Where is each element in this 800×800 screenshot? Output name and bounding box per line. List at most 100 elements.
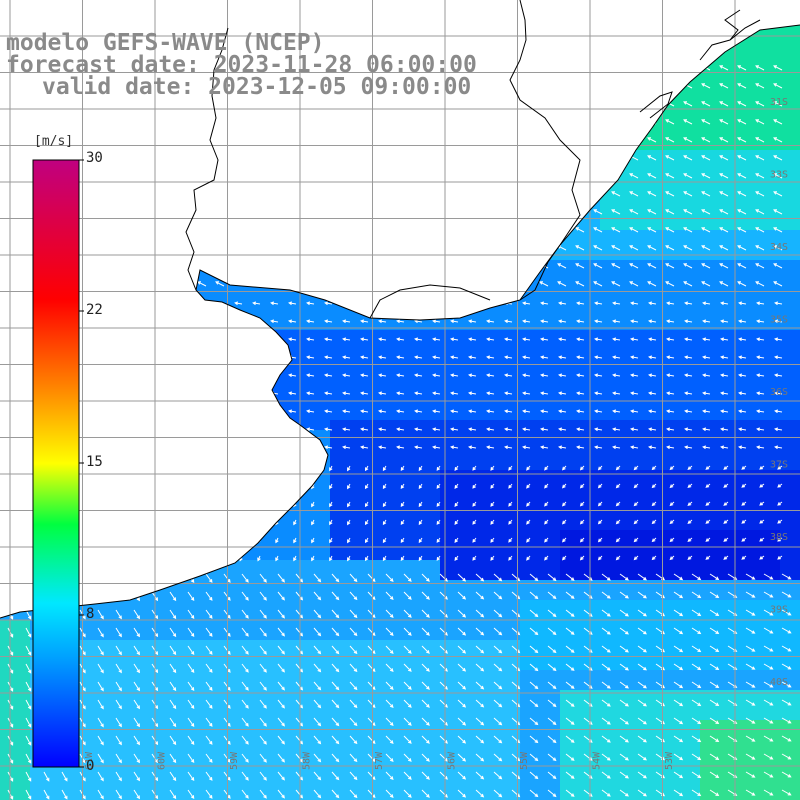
wind-arrow [557, 263, 567, 269]
wind-arrow [781, 609, 792, 616]
wind-arrow [763, 699, 774, 706]
wind-arrow [450, 355, 459, 360]
wind-arrow [493, 735, 503, 744]
wind-arrow [359, 209, 369, 215]
wind-arrow [547, 699, 557, 708]
wind-arrow [179, 191, 189, 197]
wind-arrow [755, 83, 765, 89]
wind-arrow [629, 263, 639, 269]
wind-arrow [90, 319, 99, 324]
wind-arrow [503, 209, 513, 215]
wind-arrow [539, 155, 549, 161]
wind-arrow [377, 227, 387, 233]
wind-arrow [269, 263, 279, 269]
wind-arrow [324, 337, 333, 342]
wind-arrow [450, 409, 459, 414]
wind-arrow [108, 445, 117, 450]
wind-arrow [349, 591, 358, 601]
wind-arrow [576, 427, 585, 432]
wind-arrow [575, 263, 585, 269]
wind-arrow [347, 537, 351, 544]
wind-arrow [647, 245, 657, 251]
wind-arrow [331, 591, 340, 601]
lat-label: 36S [770, 387, 788, 398]
wind-arrow [777, 519, 783, 524]
wind-arrow [257, 465, 261, 472]
wind-arrow [647, 191, 657, 197]
wind-arrow [364, 501, 369, 508]
wind-arrow [619, 717, 629, 725]
wind-arrow [633, 501, 639, 507]
wind-arrow [185, 537, 189, 544]
wind-arrow [180, 355, 189, 360]
wind-arrow [719, 155, 729, 161]
wind-arrow [113, 501, 118, 508]
wind-arrow [547, 789, 557, 798]
wind-arrow [161, 155, 171, 161]
wind-arrow [161, 173, 171, 179]
wind-arrow [565, 645, 575, 653]
wind-arrow [385, 699, 394, 708]
wind-arrow [503, 119, 513, 125]
wind-arrow [612, 427, 621, 432]
wind-arrow [701, 155, 711, 161]
wind-arrow [557, 227, 567, 233]
wind-arrow [313, 663, 322, 673]
wind-arrow [252, 319, 261, 324]
wind-arrow [777, 537, 783, 542]
wind-arrow [90, 427, 99, 432]
wind-arrow [493, 645, 503, 654]
wind-arrow [395, 245, 405, 251]
wind-arrow [719, 245, 729, 251]
wind-arrow [421, 591, 430, 600]
wind-arrow [526, 537, 531, 543]
wind-arrow [269, 245, 279, 251]
wind-arrow [475, 735, 485, 744]
wind-arrow [629, 83, 639, 89]
wind-arrow [633, 483, 639, 489]
wind-arrow [143, 281, 153, 287]
wind-arrow [378, 391, 387, 396]
wind-arrow [705, 465, 711, 470]
wind-arrow [547, 591, 557, 600]
wind-arrow [331, 573, 340, 583]
wind-arrow [215, 263, 225, 269]
wind-arrow [432, 301, 441, 306]
wind-arrow [720, 391, 729, 396]
wind-arrow [504, 355, 513, 360]
wind-arrow [71, 137, 81, 143]
wind-arrow [759, 555, 765, 560]
wind-arrow [149, 501, 154, 508]
wind-arrow [359, 227, 369, 233]
wind-arrow [637, 573, 647, 581]
wind-arrow [143, 209, 153, 215]
wind-arrow [557, 155, 567, 161]
wind-arrow [143, 101, 153, 107]
wind-arrow [745, 663, 756, 670]
wind-arrow [565, 789, 575, 797]
wind-arrow [774, 319, 783, 324]
wind-arrow [493, 681, 503, 690]
colorbar-tick-8: 8 [86, 606, 95, 622]
wind-arrow [648, 301, 657, 306]
wind-arrow [508, 501, 513, 507]
wind-arrow [432, 337, 441, 342]
wind-arrow [547, 645, 557, 654]
wind-arrow [234, 301, 243, 306]
wind-arrow [611, 227, 621, 233]
wind-arrow [167, 483, 171, 490]
wind-arrow [270, 373, 279, 378]
wind-arrow [526, 465, 531, 471]
wind-arrow [342, 337, 351, 342]
wind-arrow [557, 101, 567, 107]
wind-arrow [133, 717, 140, 728]
wind-arrow [457, 591, 467, 600]
wind-arrow [311, 555, 315, 562]
wind-arrow [162, 337, 171, 342]
wind-arrow [547, 771, 557, 780]
wind-arrow [763, 627, 774, 634]
wind-arrow [601, 735, 611, 743]
wind-arrow [126, 301, 135, 306]
wind-arrow [144, 427, 153, 432]
